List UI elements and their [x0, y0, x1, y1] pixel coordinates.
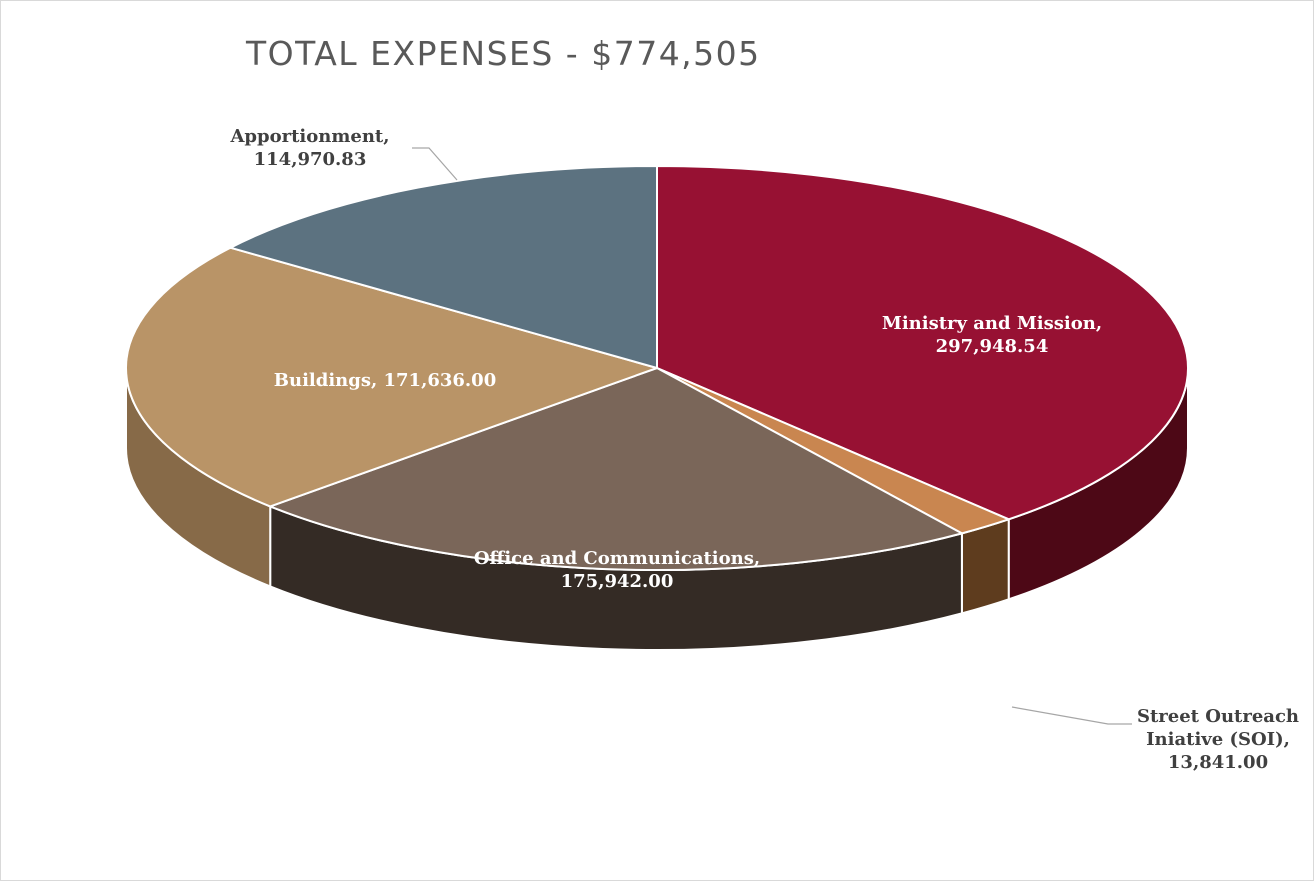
- leader-line: [412, 147, 458, 181]
- leader-line: [1011, 706, 1132, 725]
- data-label-line: 175,942.00: [561, 571, 674, 592]
- data-label-line: 297,948.54: [936, 336, 1049, 357]
- data-label-line: Street Outreach: [1137, 706, 1299, 727]
- chart-title: TOTAL EXPENSES - $774,505: [246, 34, 761, 73]
- data-label: Buildings, 171,636.00: [274, 370, 496, 391]
- pie-slice: [269, 367, 963, 571]
- data-label: Office and Communications, 175,942.00: [474, 548, 760, 592]
- data-label: Apportionment, 114,970.83: [229, 126, 389, 170]
- data-label-line: Iniative (SOI),: [1146, 729, 1290, 750]
- data-label-line: Ministry and Mission,: [882, 313, 1102, 334]
- data-label: Ministry and Mission, 297,948.54: [882, 313, 1102, 357]
- data-label-line: 114,970.83: [254, 149, 367, 170]
- pie-slice: [229, 165, 658, 369]
- pie-slice: [656, 165, 1189, 521]
- data-label-line: Office and Communications,: [474, 548, 760, 569]
- pie-slice: [125, 246, 658, 508]
- data-label: Street Outreach Iniative (SOI), 13,841.00: [1137, 706, 1299, 773]
- data-label-line: Apportionment,: [229, 126, 389, 147]
- pie-slice-side-1: [960, 518, 1010, 615]
- data-label-line: 13,841.00: [1168, 752, 1268, 773]
- data-label-line: Buildings, 171,636.00: [274, 370, 496, 391]
